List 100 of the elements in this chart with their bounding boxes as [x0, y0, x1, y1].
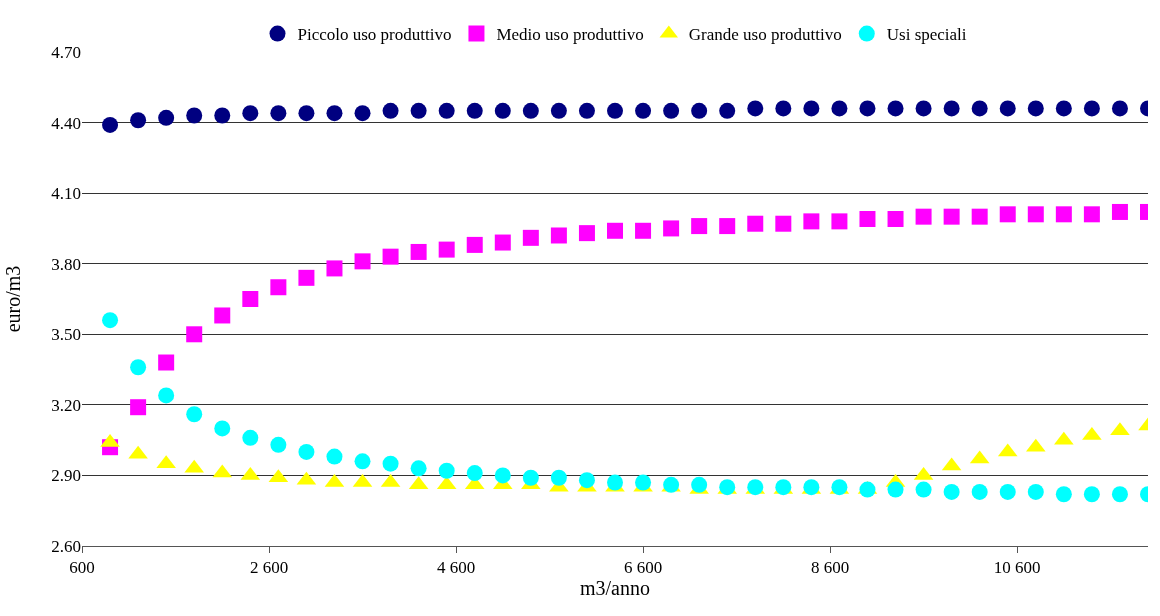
point: [270, 279, 287, 296]
point: [550, 469, 567, 486]
point: [1111, 100, 1128, 117]
legend-label: Piccolo uso produttivo: [297, 25, 452, 45]
point: [1083, 486, 1100, 503]
point: [831, 100, 848, 117]
point: [943, 208, 960, 225]
point: [803, 100, 820, 117]
point: [326, 105, 343, 122]
point: [298, 269, 315, 286]
y-tick-label: 4.10: [51, 184, 81, 204]
point: [382, 248, 399, 265]
point: [494, 102, 511, 119]
point: [578, 472, 595, 489]
point: [186, 107, 203, 124]
point: [775, 100, 792, 117]
point: [214, 420, 231, 437]
point: [999, 483, 1016, 500]
point: [410, 243, 427, 260]
point: [999, 100, 1016, 117]
point: [242, 291, 259, 307]
point: [128, 445, 148, 459]
x-tick-label: 600: [69, 558, 95, 578]
point: [522, 229, 539, 246]
point: [607, 102, 623, 119]
point: [747, 100, 764, 117]
point: [803, 213, 820, 230]
point: [522, 469, 539, 486]
point: [214, 307, 231, 324]
point: [887, 100, 904, 117]
x-tick-label: 10 600: [993, 558, 1041, 578]
point: [1055, 100, 1072, 117]
point: [747, 215, 764, 232]
point: [158, 109, 175, 126]
point: [1027, 483, 1044, 500]
legend-label: Medio uso produttivo: [496, 25, 644, 45]
point: [130, 112, 147, 129]
point: [298, 443, 315, 460]
point: [466, 236, 483, 253]
point: [971, 483, 988, 500]
y-tick-label: 4.40: [51, 113, 81, 133]
point: [550, 227, 567, 244]
point: [410, 460, 427, 477]
point: [102, 116, 119, 133]
point: [522, 102, 539, 119]
point: [242, 105, 259, 122]
point: [1082, 426, 1102, 440]
point: [326, 448, 343, 465]
point: [186, 326, 203, 343]
point: [607, 222, 623, 239]
point: [578, 102, 595, 119]
point: [466, 465, 483, 482]
point: [494, 467, 511, 484]
point: [859, 481, 876, 498]
point: [663, 220, 680, 237]
point: [466, 102, 483, 119]
point: [130, 399, 147, 416]
point: [1027, 100, 1044, 117]
y-tick-label: 3.20: [51, 395, 81, 415]
point: [719, 218, 736, 235]
point: [719, 102, 736, 119]
point: [943, 100, 960, 117]
point: [186, 406, 203, 423]
point: [1055, 486, 1072, 503]
point: [354, 453, 371, 470]
x-tick-label: 4 600: [436, 558, 476, 578]
y-tick-label: 3.80: [51, 254, 81, 274]
point: [635, 474, 652, 491]
point: [410, 102, 427, 119]
point: [578, 225, 595, 242]
point: [775, 215, 792, 232]
point: [859, 211, 876, 228]
point: [999, 206, 1016, 223]
point: [1111, 203, 1128, 220]
point: [354, 105, 371, 122]
x-tick-label: 8 600: [810, 558, 850, 578]
point: [158, 387, 175, 404]
point: [607, 474, 623, 491]
point: [1111, 486, 1128, 503]
point: [550, 102, 567, 119]
point: [438, 241, 455, 258]
x-tick-label: 2 600: [249, 558, 289, 578]
point: [382, 102, 399, 119]
point: [887, 481, 904, 498]
point: [915, 100, 932, 117]
point: [1027, 206, 1044, 223]
point: [1083, 100, 1100, 117]
point: [1083, 206, 1100, 223]
x-tick-label: 6 600: [623, 558, 663, 578]
y-tick-label: 4.70: [51, 42, 81, 62]
point: [158, 354, 175, 371]
point: [635, 222, 652, 239]
point: [354, 253, 371, 270]
point: [270, 105, 287, 122]
point: [691, 218, 708, 235]
legend-label: Grande uso produttivo: [688, 25, 842, 45]
point: [438, 462, 455, 479]
point: [887, 211, 904, 228]
point: [270, 436, 287, 453]
point: [438, 102, 455, 119]
